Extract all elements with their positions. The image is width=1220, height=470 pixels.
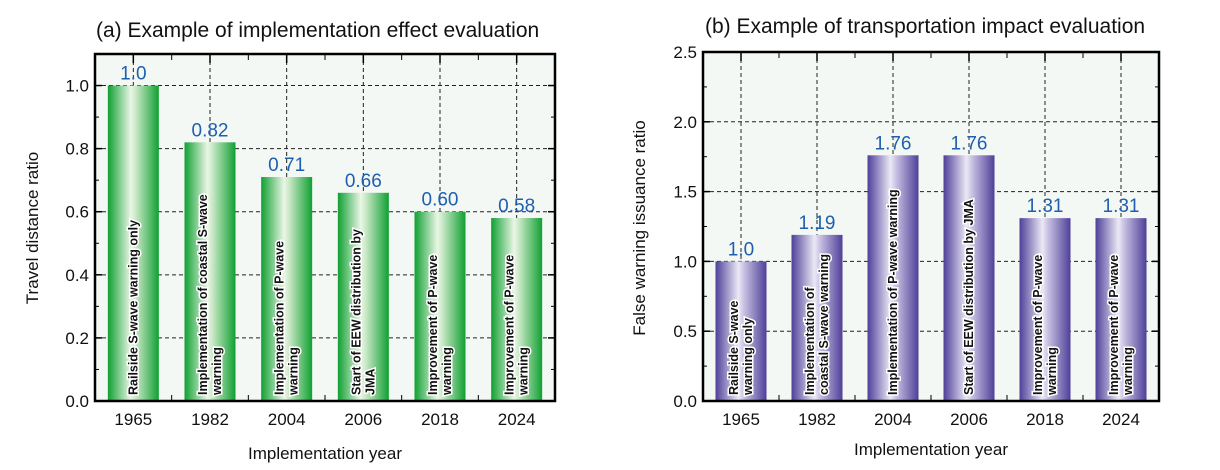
y-tick-label: 0.5: [673, 322, 697, 341]
bar-annotation: warning only: [741, 318, 755, 396]
bar: [791, 234, 843, 401]
y-tick-label: 2.0: [673, 113, 697, 132]
data-label: 1.76: [951, 133, 988, 154]
bar-annotation: Improvement of P-wave: [426, 255, 440, 395]
bar: [337, 192, 389, 401]
bar-annotation: Implementation of coastal S-wave: [196, 194, 210, 395]
bar-annotation: warning: [1121, 347, 1135, 396]
bar-annotation: Start of EEW distribution by: [349, 229, 363, 395]
y-tick-label: 0.0: [673, 392, 697, 411]
bar: [184, 142, 236, 401]
data-label: 0.66: [345, 171, 382, 192]
x-tick-label: 2024: [1102, 410, 1140, 429]
y-tick-label: 0.2: [65, 329, 89, 348]
bar-annotation: warning: [287, 347, 301, 396]
y-tick-label: 0.8: [65, 140, 89, 159]
bar: [261, 177, 313, 401]
bar: [1095, 218, 1147, 401]
x-tick-label: 1965: [722, 410, 760, 429]
data-label: 0.82: [192, 120, 229, 141]
data-label: 0.58: [498, 196, 535, 217]
y-tick-label: 1.0: [65, 77, 89, 96]
x-axis-label: Implementation year: [854, 440, 1008, 459]
bar-annotation: Implementation of P-wave: [273, 241, 287, 395]
x-tick-label: 1982: [798, 410, 836, 429]
data-label: 1.0: [728, 239, 754, 260]
y-tick-label: 1.0: [673, 252, 697, 271]
data-label: 1.31: [1027, 196, 1064, 217]
chart-panel-b: (b) Example of transportation impact eva…: [630, 15, 1161, 459]
bar-annotation: Implementation of P-wave warning: [886, 189, 900, 395]
bar-annotation: Improvement of P-wave: [1107, 255, 1121, 395]
y-axis-label: Travel distance ratio: [23, 152, 42, 304]
bar: [867, 155, 919, 401]
y-tick-label: 1.5: [673, 183, 697, 202]
x-tick-label: 2018: [421, 410, 459, 429]
bar-annotation: Improvement of P-wave: [503, 255, 517, 395]
data-label: 0.60: [422, 190, 459, 211]
chart-title: (b) Example of transportation impact eva…: [705, 15, 1145, 38]
plot-area: [703, 52, 1159, 401]
data-label: 1.31: [1103, 196, 1140, 217]
data-label: 0.71: [268, 155, 305, 176]
chart-panel-a: (a) Example of implementation effect eva…: [23, 19, 557, 463]
x-tick-label: 2006: [950, 410, 988, 429]
bar: [1019, 218, 1071, 401]
data-label: 1.0: [120, 64, 146, 85]
y-tick-label: 2.5: [673, 43, 697, 62]
plot-area: [95, 54, 555, 401]
y-tick-label: 0.0: [65, 392, 89, 411]
bar-annotation: warning: [517, 347, 531, 396]
x-tick-label: 1982: [191, 410, 229, 429]
x-tick-label: 2018: [1026, 410, 1064, 429]
chart-title: (a) Example of implementation effect eva…: [96, 19, 539, 42]
bar-annotation: warning: [1045, 347, 1059, 396]
x-tick-label: 2024: [498, 410, 536, 429]
y-tick-label: 0.4: [65, 266, 89, 285]
data-label: 1.19: [799, 213, 836, 234]
plot-frame: [701, 50, 1161, 403]
x-tick-label: 2004: [874, 410, 912, 429]
x-axis-label: Implementation year: [248, 444, 402, 463]
x-tick-label: 2006: [344, 410, 382, 429]
y-axis-label: False warning issuance ratio: [630, 120, 649, 335]
plot-frame: [93, 52, 557, 403]
bar-annotation: warning: [440, 347, 454, 396]
bar-annotation: JMA: [363, 369, 377, 395]
y-tick-label: 0.6: [65, 203, 89, 222]
data-label: 1.76: [875, 133, 912, 154]
bar: [107, 85, 159, 401]
x-tick-label: 2004: [268, 410, 306, 429]
bar: [491, 218, 543, 401]
bar: [715, 261, 767, 401]
bar-annotation: Railside S-wave warning only: [126, 220, 140, 395]
bar: [414, 211, 466, 401]
bar-annotation: Start of EEW distribution by JMA: [962, 199, 976, 395]
bar-annotation: warning: [210, 347, 224, 396]
x-tick-label: 1965: [114, 410, 152, 429]
bar-annotation: Implementation of: [803, 287, 817, 395]
bar-annotation: Railside S-wave: [727, 300, 741, 395]
bar-annotation: Improvement of P-wave: [1031, 255, 1045, 395]
bar-annotation: coastal S-wave warning: [817, 254, 831, 395]
bar: [943, 155, 995, 401]
